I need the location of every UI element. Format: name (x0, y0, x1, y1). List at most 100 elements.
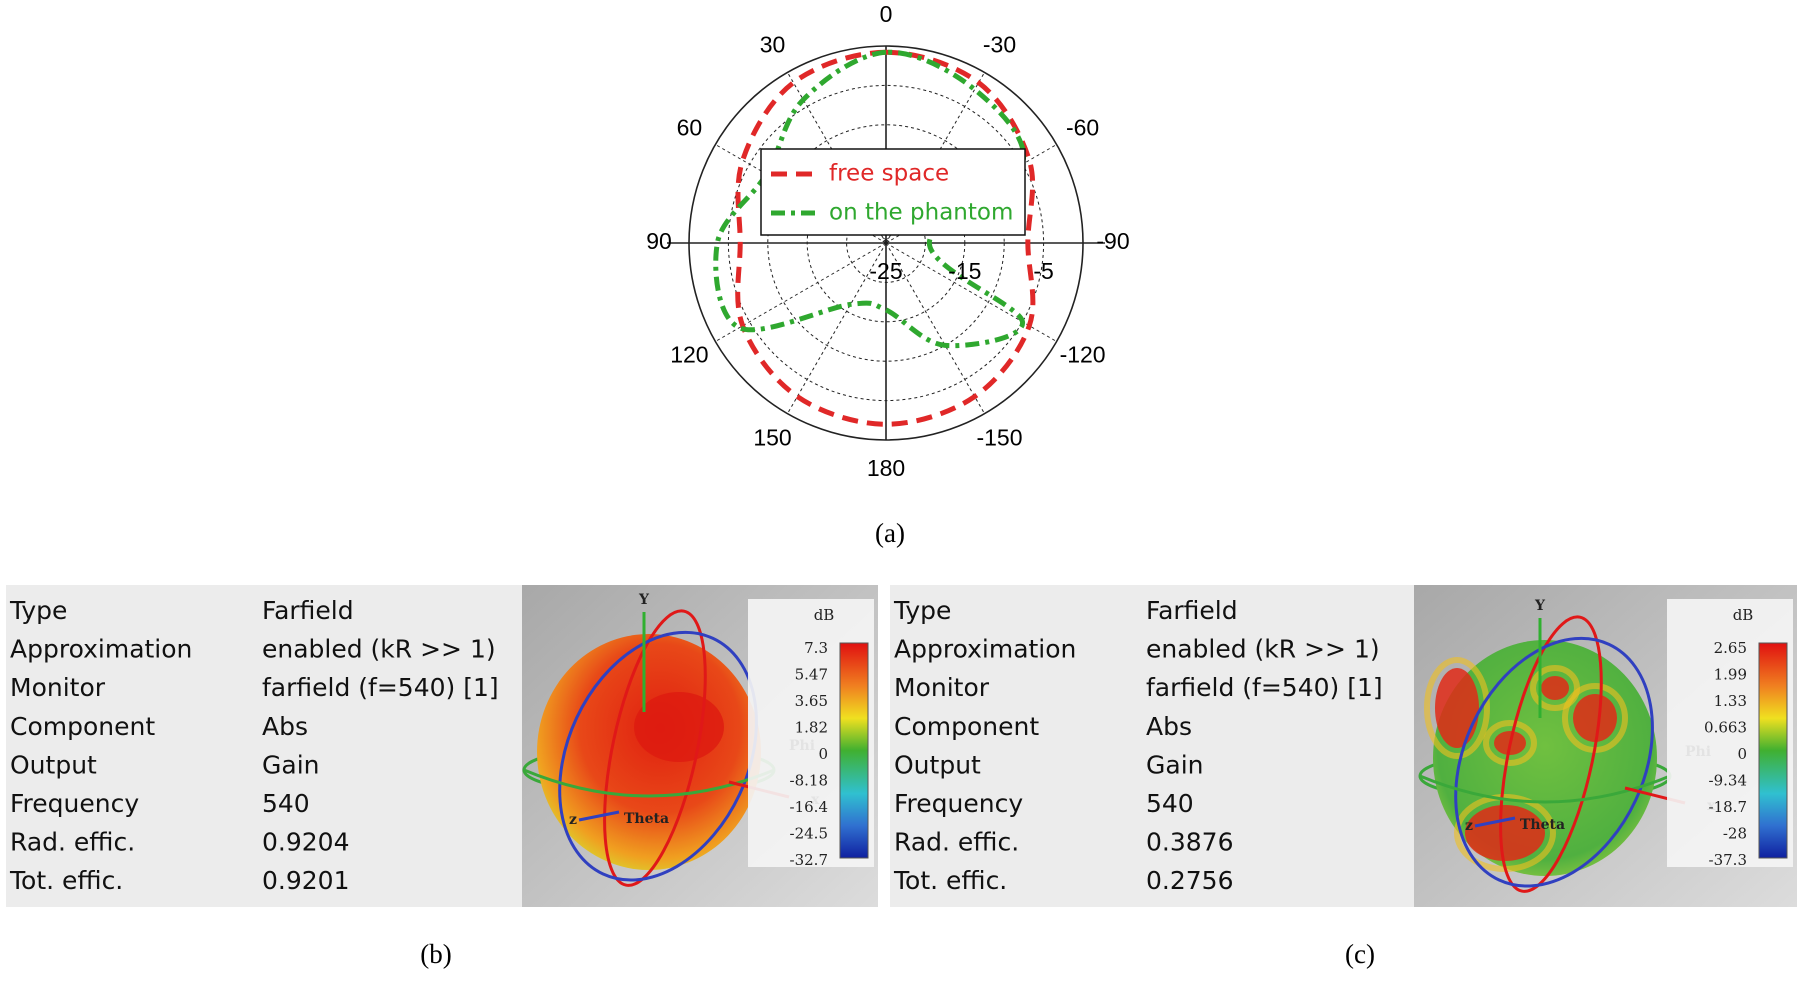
gain-blob (1541, 676, 1569, 700)
colorbar-label: 0 (818, 745, 828, 763)
colorbar-label: 2.65 (1714, 639, 1747, 657)
property-name: Output (10, 750, 97, 779)
property-name: Frequency (894, 789, 1023, 818)
property-value: 0.9201 (262, 866, 349, 895)
blue-ring (1454, 636, 1654, 888)
colorbar-unit: dB (814, 606, 835, 624)
angle-label: 0 (880, 1, 893, 27)
r-tick-label: -5 (1033, 258, 1053, 284)
angle-label: -60 (1066, 115, 1099, 141)
theta-ring-front (1419, 774, 1671, 804)
angle-label: 60 (677, 115, 703, 141)
gain-halo (1530, 665, 1580, 711)
property-value: Abs (1146, 712, 1192, 741)
property-value: 540 (262, 789, 310, 818)
legend-label: on the phantom (829, 200, 1013, 226)
spoke (787, 242, 887, 414)
grid-ring (846, 203, 926, 283)
axis-label: Theta (624, 811, 669, 827)
red-ring (603, 609, 707, 887)
axis-label: Theta (1520, 817, 1565, 833)
z-axis (578, 810, 620, 822)
property-value: Abs (262, 712, 308, 741)
property-table-bg (890, 585, 1414, 907)
angle-label: -120 (1060, 342, 1106, 368)
outer-ring (688, 45, 1084, 441)
property-value: enabled (kR >> 1) (1146, 635, 1380, 664)
property-name: Output (894, 750, 981, 779)
property-name: Tot. effic. (9, 866, 123, 895)
property-name: Rad. effic. (894, 828, 1019, 857)
caption: (a) (875, 518, 905, 548)
caption: (b) (420, 939, 451, 969)
property-name: Component (10, 712, 155, 741)
property-value: 0.9204 (262, 828, 349, 857)
property-value: farfield (f=540) [1] (1146, 673, 1383, 702)
angle-label: -150 (976, 425, 1022, 451)
property-value: enabled (kR >> 1) (262, 635, 496, 664)
theta-ring-front (523, 768, 775, 798)
grid-ring (727, 84, 1045, 402)
property-name: Approximation (10, 635, 192, 664)
axis-label: Y (638, 592, 650, 608)
property-name: Type (893, 596, 951, 625)
property-value: 0.3876 (1146, 828, 1233, 857)
property-name: Approximation (894, 635, 1076, 664)
center-marker: * (882, 233, 890, 252)
property-value: Farfield (262, 596, 354, 625)
colorbar-label: -28 (1723, 825, 1747, 843)
r-tick-label: -15 (948, 258, 981, 284)
angle-label: 180 (867, 455, 905, 481)
colorbar-label: 1.82 (795, 719, 828, 737)
axis-label: z (569, 812, 577, 828)
axis-label: z (1465, 818, 1473, 834)
r-tick-label: -25 (869, 258, 902, 284)
property-value: Gain (262, 750, 319, 779)
colorbar-label: -32.7 (790, 851, 828, 869)
angle-label: 90 (646, 228, 672, 254)
gain-blob (1573, 694, 1617, 742)
colorbar-label: 1.99 (1714, 666, 1747, 684)
property-name: Monitor (894, 673, 990, 702)
colorbar-label: -18.7 (1709, 798, 1747, 816)
property-name: Type (9, 596, 67, 625)
colorbar-label: -8.18 (790, 772, 828, 790)
gain-halo (1483, 720, 1537, 766)
grid-ring (767, 124, 1005, 362)
property-name: Rad. effic. (10, 828, 135, 857)
colorbar-label: 0 (1737, 745, 1747, 763)
axis-label: Y (1534, 598, 1546, 614)
hot-spot (634, 692, 724, 762)
z-axis (1474, 816, 1516, 828)
property-name: Monitor (10, 673, 106, 702)
property-name: Frequency (10, 789, 139, 818)
colorbar-label: 0.663 (1704, 719, 1747, 737)
gain-blob (1435, 668, 1479, 748)
angle-label: 120 (670, 342, 708, 368)
colorbar-label: 1.33 (1714, 692, 1747, 710)
blue-ring (558, 630, 758, 882)
property-value: Farfield (1146, 596, 1238, 625)
property-name: Tot. effic. (893, 866, 1007, 895)
property-value: 0.2756 (1146, 866, 1233, 895)
caption: (c) (1345, 939, 1375, 969)
property-value: Gain (1146, 750, 1203, 779)
colorbar-label: -24.5 (790, 825, 828, 843)
legend-label: free space (829, 161, 949, 187)
colorbar-label: -16.4 (790, 798, 828, 816)
colorbar-label: 5.47 (795, 666, 828, 684)
colorbar-label: 3.65 (795, 692, 828, 710)
red-ring (1499, 615, 1603, 893)
gain-blob (1465, 805, 1545, 861)
property-value: farfield (f=540) [1] (262, 673, 499, 702)
colorbar-label: 7.3 (804, 639, 828, 657)
angle-label: 30 (760, 31, 786, 57)
grid-ring (806, 163, 966, 323)
colorbar (1758, 642, 1788, 859)
colorbar (839, 642, 869, 859)
gain-halo (1424, 657, 1490, 759)
property-value: 540 (1146, 789, 1194, 818)
angle-label: -90 (1096, 228, 1129, 254)
angle-label: 150 (753, 425, 791, 451)
